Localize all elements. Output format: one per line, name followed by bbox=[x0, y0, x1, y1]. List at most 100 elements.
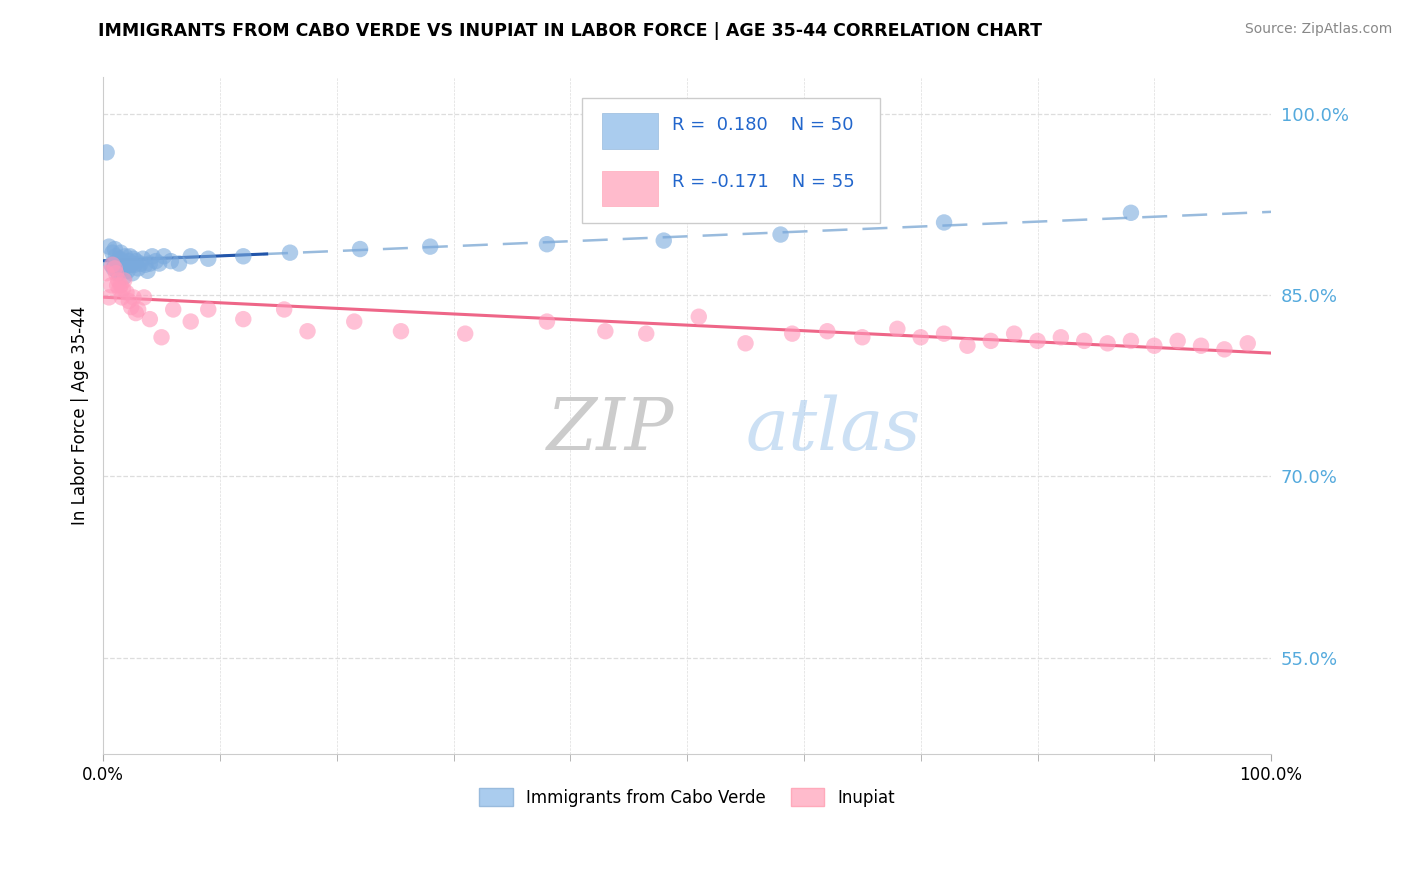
Point bbox=[815, 324, 838, 338]
Point bbox=[1119, 206, 1142, 220]
Point bbox=[111, 261, 134, 276]
Point bbox=[652, 234, 675, 248]
Point bbox=[150, 330, 173, 344]
Point bbox=[197, 302, 219, 317]
Bar bbox=[602, 171, 658, 206]
Point bbox=[121, 266, 143, 280]
Point bbox=[160, 254, 183, 268]
Point bbox=[139, 312, 162, 326]
Point bbox=[688, 310, 710, 324]
Point bbox=[1002, 326, 1025, 341]
Point bbox=[232, 249, 254, 263]
Point bbox=[112, 269, 135, 284]
Point bbox=[101, 258, 124, 272]
Point bbox=[104, 266, 127, 280]
Point bbox=[780, 326, 803, 341]
Text: R =  0.180    N = 50: R = 0.180 N = 50 bbox=[672, 116, 853, 134]
Text: ZIP: ZIP bbox=[547, 394, 675, 465]
Point bbox=[136, 264, 159, 278]
Text: IMMIGRANTS FROM CABO VERDE VS INUPIAT IN LABOR FORCE | AGE 35-44 CORRELATION CHA: IMMIGRANTS FROM CABO VERDE VS INUPIAT IN… bbox=[98, 22, 1042, 40]
Point bbox=[932, 326, 955, 341]
Point bbox=[100, 258, 122, 272]
Point bbox=[180, 314, 202, 328]
Point bbox=[910, 330, 932, 344]
Legend: Immigrants from Cabo Verde, Inupiat: Immigrants from Cabo Verde, Inupiat bbox=[472, 781, 901, 814]
Point bbox=[115, 285, 138, 300]
Point bbox=[1213, 343, 1236, 357]
Point bbox=[153, 249, 176, 263]
Point bbox=[132, 290, 155, 304]
Point bbox=[124, 258, 146, 272]
Point bbox=[98, 239, 121, 253]
Point bbox=[112, 273, 135, 287]
Point bbox=[769, 227, 792, 242]
Point bbox=[96, 266, 118, 280]
Point bbox=[107, 266, 129, 280]
Point bbox=[110, 245, 132, 260]
Point bbox=[108, 252, 131, 266]
Point bbox=[111, 282, 134, 296]
Point bbox=[273, 302, 295, 317]
Point bbox=[1189, 339, 1212, 353]
Point bbox=[117, 264, 139, 278]
Point bbox=[110, 278, 132, 293]
Point bbox=[1143, 339, 1166, 353]
Point bbox=[100, 278, 122, 293]
Point bbox=[145, 254, 167, 268]
Point bbox=[127, 261, 149, 276]
Point bbox=[141, 249, 163, 263]
Point bbox=[454, 326, 477, 341]
Point bbox=[595, 324, 617, 338]
Point bbox=[1073, 334, 1095, 348]
Point bbox=[129, 256, 152, 270]
Point bbox=[104, 261, 127, 276]
Point bbox=[197, 252, 219, 266]
Point bbox=[343, 314, 366, 328]
Point bbox=[120, 258, 142, 272]
Point bbox=[956, 339, 979, 353]
Point bbox=[886, 322, 908, 336]
Point bbox=[1167, 334, 1189, 348]
Point bbox=[105, 278, 128, 293]
Bar bbox=[602, 113, 658, 148]
Point bbox=[96, 145, 118, 160]
Point bbox=[980, 334, 1002, 348]
Point bbox=[104, 249, 127, 263]
Text: atlas: atlas bbox=[745, 394, 921, 465]
Point bbox=[111, 254, 134, 268]
Point bbox=[536, 237, 558, 252]
Point bbox=[122, 252, 145, 266]
Y-axis label: In Labor Force | Age 35-44: In Labor Force | Age 35-44 bbox=[72, 306, 89, 525]
Point bbox=[103, 261, 125, 276]
Point bbox=[1236, 336, 1258, 351]
Point bbox=[104, 256, 127, 270]
Point bbox=[125, 306, 148, 320]
Point bbox=[118, 249, 141, 263]
Point bbox=[139, 256, 162, 270]
Text: R = -0.171    N = 55: R = -0.171 N = 55 bbox=[672, 173, 855, 192]
Point bbox=[636, 326, 658, 341]
Text: Source: ZipAtlas.com: Source: ZipAtlas.com bbox=[1244, 22, 1392, 37]
Point bbox=[110, 258, 132, 272]
FancyBboxPatch shape bbox=[582, 98, 880, 223]
Point bbox=[101, 245, 124, 260]
Point bbox=[148, 256, 170, 270]
Point bbox=[1097, 336, 1119, 351]
Point bbox=[419, 239, 441, 253]
Point bbox=[105, 254, 128, 268]
Point bbox=[932, 215, 955, 229]
Point bbox=[389, 324, 412, 338]
Point bbox=[851, 330, 873, 344]
Point bbox=[1119, 334, 1142, 348]
Point bbox=[108, 282, 131, 296]
Point bbox=[111, 290, 134, 304]
Point bbox=[734, 336, 756, 351]
Point bbox=[122, 290, 145, 304]
Point bbox=[278, 245, 301, 260]
Point bbox=[115, 256, 138, 270]
Point bbox=[107, 273, 129, 287]
Point bbox=[127, 302, 149, 317]
Point bbox=[104, 242, 127, 256]
Point bbox=[167, 256, 190, 270]
Point bbox=[232, 312, 254, 326]
